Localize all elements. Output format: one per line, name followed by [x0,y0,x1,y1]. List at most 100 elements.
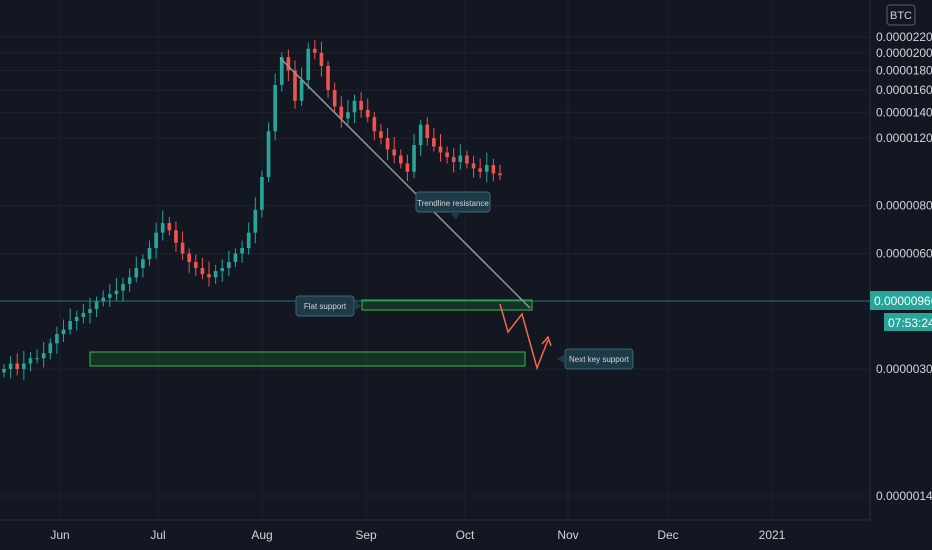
candle-body [352,100,357,113]
candlestick-series [2,40,502,380]
candle-body [2,369,6,373]
candle-body [68,321,72,330]
candle-body [398,155,403,164]
candle-body [326,65,330,91]
candle-body [8,363,13,370]
candle-body [438,146,443,153]
candle-body [465,155,469,164]
next-key-support-zone[interactable] [89,351,526,367]
candle-body [121,283,125,291]
time-axis[interactable]: Jun Jul Aug Sep Oct Nov Dec 2021 [50,528,785,542]
candle-body [491,165,496,174]
candle-body [154,232,158,249]
candle-body [74,316,79,322]
candle-body [147,248,152,260]
candle-body [293,70,297,101]
time-tick-label: Jun [50,528,69,542]
candle-body [107,294,112,298]
candle-body [379,131,383,139]
candle-body [240,248,244,254]
bar-countdown: 07:53:24 [888,316,932,330]
candle-body [220,268,225,272]
candle-body [213,271,218,278]
candle-body [193,262,198,269]
projection-arrowhead [541,335,552,347]
candle-body [22,363,26,370]
candle-body [478,168,482,172]
candle-body [174,230,178,243]
trendline[interactable] [279,57,531,309]
flat-support-zone[interactable] [361,299,533,311]
candle-body [200,268,205,275]
candle-body [445,152,449,158]
candle-body [405,163,410,172]
trendline-resistance-callout[interactable]: Trendline resistance [415,191,491,220]
time-tick-label: Jul [150,528,165,542]
candle-body [412,145,416,172]
last-price-badge: 0.00000966 07:53:24 [870,291,932,331]
time-tick-label: Sep [355,528,377,542]
candle-body [418,124,423,146]
candle-body [392,149,397,156]
time-tick-label: Oct [456,528,475,542]
next-key-support-callout[interactable]: Next key support [557,348,634,370]
vertical-grid [59,0,773,520]
candle-body [207,274,211,278]
candle-body [286,57,291,71]
candle-body [372,117,377,132]
candle-body [359,100,363,110]
candle-body [313,48,317,53]
candle-body [253,209,258,233]
candle-body [425,124,430,139]
candle-body [94,301,99,310]
time-tick-label: 2021 [759,528,786,542]
candle-body [101,297,106,302]
candle-body [266,131,271,177]
candle-body [458,155,463,162]
candle-body [432,138,436,147]
candle-body [127,277,132,284]
candle-body [306,48,311,80]
candle-body [227,262,231,269]
candle-body [55,334,59,344]
candle-body [48,343,53,354]
candle-body [319,52,324,66]
candle-body [346,112,350,119]
candle-body [41,353,46,359]
currency-label: BTC [890,10,912,22]
candle-body [88,309,92,313]
candle-body [141,259,145,269]
candle-body [279,57,284,85]
candle-body [15,363,20,370]
projection-path[interactable] [499,303,549,371]
flat-support-callout[interactable]: Flat support [295,295,362,317]
candle-body [260,176,264,210]
candle-body [451,157,456,162]
candle-body [134,268,139,278]
candle-body [35,358,39,360]
candle-body [471,163,476,169]
last-price-value: 0.00000966 [874,294,932,308]
candle-body [233,253,238,263]
candle-body [180,242,185,254]
candle-body [167,223,172,231]
currency-badge[interactable]: BTC [886,4,916,26]
candle-body [246,232,251,249]
time-tick-label: Aug [251,528,272,542]
candle-body [385,138,390,150]
candle-body [81,312,86,317]
candle-body [160,223,165,233]
candle-body [339,106,344,119]
candle-body [484,165,489,172]
